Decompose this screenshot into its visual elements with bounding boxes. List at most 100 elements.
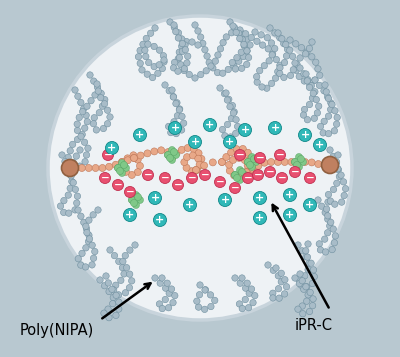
Circle shape xyxy=(323,89,330,95)
Text: −: − xyxy=(254,170,262,180)
Circle shape xyxy=(223,90,229,96)
Circle shape xyxy=(152,25,158,31)
Circle shape xyxy=(312,89,318,95)
Circle shape xyxy=(238,172,244,180)
Circle shape xyxy=(174,100,180,106)
Circle shape xyxy=(78,133,84,140)
Circle shape xyxy=(118,159,126,166)
Circle shape xyxy=(118,159,126,166)
Circle shape xyxy=(66,210,72,216)
Circle shape xyxy=(192,75,198,81)
Circle shape xyxy=(175,30,182,36)
Circle shape xyxy=(212,58,218,64)
Circle shape xyxy=(152,275,158,281)
Circle shape xyxy=(278,278,284,285)
Circle shape xyxy=(184,53,191,59)
Circle shape xyxy=(223,154,230,161)
Circle shape xyxy=(124,208,136,221)
Circle shape xyxy=(315,66,321,72)
Circle shape xyxy=(298,129,312,141)
Circle shape xyxy=(239,305,246,312)
Circle shape xyxy=(327,198,334,204)
Circle shape xyxy=(164,151,172,159)
Circle shape xyxy=(232,171,238,178)
Circle shape xyxy=(215,52,221,58)
Circle shape xyxy=(190,146,197,153)
Circle shape xyxy=(250,156,258,162)
Circle shape xyxy=(57,203,64,209)
Circle shape xyxy=(280,40,287,47)
Circle shape xyxy=(273,265,279,271)
Circle shape xyxy=(169,87,175,93)
Circle shape xyxy=(204,119,216,131)
Circle shape xyxy=(86,217,92,223)
Circle shape xyxy=(234,55,240,61)
Circle shape xyxy=(294,161,300,169)
Circle shape xyxy=(302,272,308,279)
Circle shape xyxy=(179,113,185,120)
Circle shape xyxy=(232,171,238,178)
Circle shape xyxy=(244,61,250,67)
Circle shape xyxy=(84,119,90,125)
Circle shape xyxy=(202,306,208,312)
Circle shape xyxy=(223,34,230,40)
Circle shape xyxy=(231,172,238,179)
Circle shape xyxy=(207,292,214,298)
Circle shape xyxy=(113,312,119,318)
Circle shape xyxy=(224,121,231,127)
Circle shape xyxy=(194,298,200,304)
Circle shape xyxy=(102,150,114,161)
Circle shape xyxy=(118,170,126,176)
Circle shape xyxy=(176,49,182,55)
Circle shape xyxy=(67,147,74,154)
Circle shape xyxy=(111,252,118,259)
Circle shape xyxy=(170,94,176,100)
Circle shape xyxy=(328,219,334,226)
Circle shape xyxy=(268,159,275,166)
Circle shape xyxy=(168,155,176,161)
Circle shape xyxy=(303,283,309,290)
Circle shape xyxy=(209,159,216,166)
Circle shape xyxy=(176,107,182,113)
Text: +: + xyxy=(125,210,135,220)
Circle shape xyxy=(122,290,129,296)
Circle shape xyxy=(208,63,214,69)
Circle shape xyxy=(159,305,166,312)
Circle shape xyxy=(323,206,330,212)
Circle shape xyxy=(226,161,232,168)
Circle shape xyxy=(330,226,336,232)
Circle shape xyxy=(83,112,89,119)
Circle shape xyxy=(237,27,243,33)
Circle shape xyxy=(85,238,92,245)
Circle shape xyxy=(70,159,76,166)
Circle shape xyxy=(139,67,145,73)
Circle shape xyxy=(234,123,241,130)
Circle shape xyxy=(308,82,314,89)
Circle shape xyxy=(162,296,168,303)
Circle shape xyxy=(312,59,319,65)
Circle shape xyxy=(234,175,240,181)
Circle shape xyxy=(230,182,240,193)
Circle shape xyxy=(195,42,201,48)
Circle shape xyxy=(78,213,84,220)
Circle shape xyxy=(325,113,332,119)
Circle shape xyxy=(226,167,233,174)
Circle shape xyxy=(315,197,321,203)
Circle shape xyxy=(128,278,135,284)
Circle shape xyxy=(106,288,112,295)
Circle shape xyxy=(308,54,315,60)
Circle shape xyxy=(232,275,238,281)
Circle shape xyxy=(118,160,126,166)
Circle shape xyxy=(78,262,84,268)
Circle shape xyxy=(324,213,331,219)
Circle shape xyxy=(186,172,198,183)
Text: −: − xyxy=(144,170,152,180)
Circle shape xyxy=(304,254,311,260)
Circle shape xyxy=(310,267,317,273)
Circle shape xyxy=(135,54,142,60)
Circle shape xyxy=(238,65,245,71)
Circle shape xyxy=(232,130,239,137)
Circle shape xyxy=(65,165,71,171)
Circle shape xyxy=(91,115,98,121)
Circle shape xyxy=(167,19,173,25)
